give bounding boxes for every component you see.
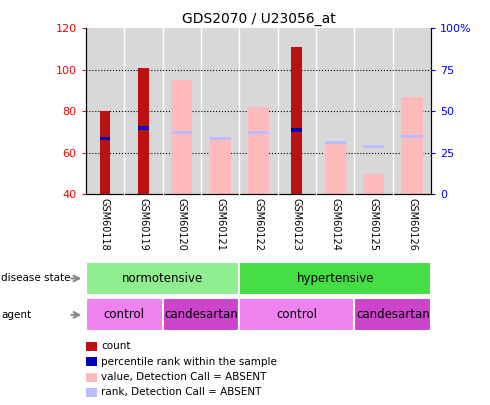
Text: control: control [103,308,145,322]
Text: rank, Detection Call = ABSENT: rank, Detection Call = ABSENT [101,388,262,397]
Bar [401,135,422,138]
Text: GSM60125: GSM60125 [368,198,379,251]
Text: disease state: disease state [1,273,71,283]
Text: GSM60121: GSM60121 [215,198,225,251]
Text: normotensive: normotensive [122,272,203,285]
Bar [292,47,302,194]
Bar [210,137,231,140]
Bar [363,145,384,148]
Bar [171,130,192,134]
Bar [210,141,231,194]
Bar [248,107,269,194]
Bar [248,130,269,134]
Bar [239,298,354,331]
Bar [239,262,431,295]
Text: candesartan: candesartan [356,308,430,322]
Bar [354,298,431,331]
Text: GSM60123: GSM60123 [292,198,302,251]
Title: GDS2070 / U23056_at: GDS2070 / U23056_at [182,12,335,26]
Text: count: count [101,341,131,351]
Text: GSM60122: GSM60122 [253,198,264,251]
Bar [138,68,148,194]
Bar [325,143,346,194]
Bar [401,97,422,194]
Bar [171,80,192,194]
Text: GSM60126: GSM60126 [407,198,417,251]
Text: value, Detection Call = ABSENT: value, Detection Call = ABSENT [101,372,267,382]
Bar [99,137,110,140]
Bar [99,111,110,194]
Text: percentile rank within the sample: percentile rank within the sample [101,357,277,367]
Bar [86,298,163,331]
Text: GSM60120: GSM60120 [177,198,187,251]
Text: agent: agent [1,310,31,320]
Text: control: control [276,308,318,322]
Bar [163,298,239,331]
Text: GSM60119: GSM60119 [138,198,148,250]
Bar [292,128,302,132]
Text: GSM60124: GSM60124 [330,198,340,251]
Text: GSM60118: GSM60118 [100,198,110,250]
Bar [138,126,148,130]
Bar [86,262,239,295]
Bar [363,174,384,194]
Bar [325,141,346,144]
Text: candesartan: candesartan [164,308,238,322]
Text: hypertensive: hypertensive [296,272,374,285]
